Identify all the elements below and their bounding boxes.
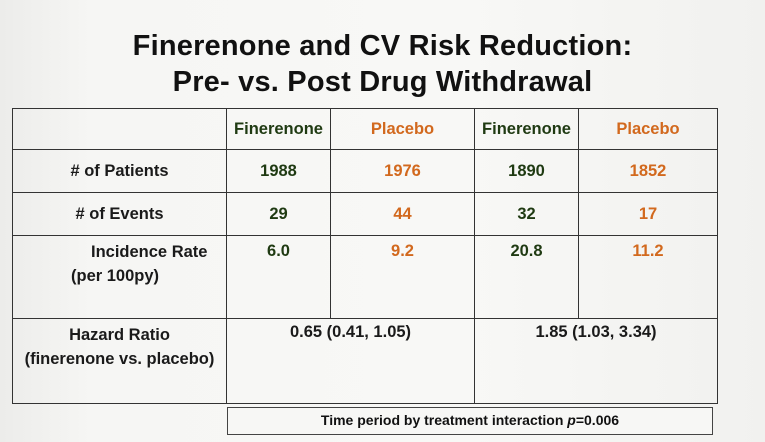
interaction-note-suffix: =0.006 <box>575 412 620 428</box>
header-empty-cell <box>12 108 227 150</box>
row-label-incidence: Incidence Rate (per 100py) <box>12 235 227 319</box>
patients-placebo-pre: 1976 <box>330 149 475 193</box>
header-placebo-pre: Placebo <box>330 108 475 150</box>
patients-finerenone-post: 1890 <box>474 149 579 193</box>
events-finerenone-post: 32 <box>474 192 579 236</box>
title-line-1: Finerenone and CV Risk Reduction: <box>132 30 633 62</box>
header-finerenone-pre: Finerenone <box>226 108 331 150</box>
incidence-placebo-post: 11.2 <box>578 235 718 319</box>
table-row-incidence: Incidence Rate (per 100py) 6.0 9.2 20.8 … <box>12 235 718 319</box>
table-row-hazard: Hazard Ratio (finerenone vs. placebo) 0.… <box>12 318 718 404</box>
table-row-events: # of Events 29 44 32 17 <box>12 192 718 236</box>
header-placebo-post: Placebo <box>578 108 718 150</box>
hazard-label-line2: (finerenone vs. placebo) <box>24 350 215 368</box>
row-label-patients: # of Patients <box>12 149 227 193</box>
patients-finerenone-pre: 1988 <box>226 149 331 193</box>
incidence-finerenone-pre: 6.0 <box>226 235 331 319</box>
events-placebo-post: 17 <box>578 192 718 236</box>
interaction-note-prefix: Time period by treatment interaction <box>320 412 568 428</box>
table-row-patients: # of Patients 1988 1976 1890 1852 <box>12 149 718 193</box>
hazard-ratio-pre: 0.65 (0.41, 1.05) <box>226 318 475 404</box>
table-header-row: Finerenone Placebo Finerenone Placebo <box>12 108 718 150</box>
hazard-label-line1: Hazard Ratio <box>69 326 170 344</box>
incidence-placebo-pre: 9.2 <box>330 235 475 319</box>
row-label-events: # of Events <box>12 192 227 236</box>
events-placebo-pre: 44 <box>330 192 475 236</box>
interaction-note: Time period by treatment interaction p=0… <box>227 407 713 435</box>
incidence-label-line1: Incidence Rate <box>91 243 208 261</box>
incidence-label-line2: (per 100py) <box>71 267 160 285</box>
hazard-ratio-post: 1.85 (1.03, 3.34) <box>474 318 718 404</box>
header-finerenone-post: Finerenone <box>474 108 579 150</box>
title-line-2: Pre- vs. Post Drug Withdrawal <box>172 66 593 98</box>
interaction-note-p: p <box>567 412 576 428</box>
events-finerenone-pre: 29 <box>226 192 331 236</box>
row-label-hazard: Hazard Ratio (finerenone vs. placebo) <box>12 318 227 404</box>
incidence-finerenone-post: 20.8 <box>474 235 579 319</box>
results-table: Finerenone Placebo Finerenone Placebo # … <box>12 108 718 404</box>
patients-placebo-post: 1852 <box>578 149 718 193</box>
